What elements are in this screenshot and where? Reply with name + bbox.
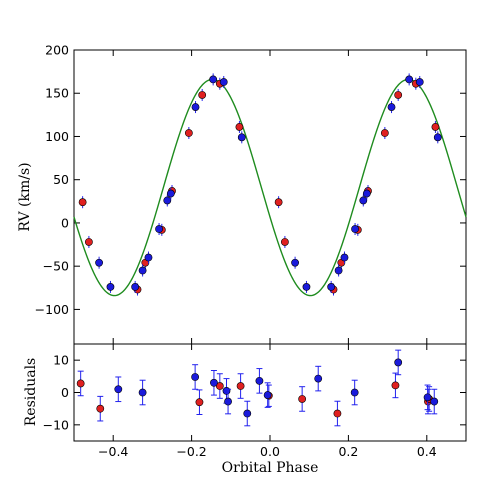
rv-point-blue [433, 133, 442, 142]
rv-point-blue [191, 103, 200, 111]
residual-point-blue [191, 373, 200, 381]
rv-point-blue [362, 189, 371, 198]
residuals-x-tick-label: 0.4 [417, 444, 437, 459]
residuals-y-tick-label: 0 [61, 385, 69, 400]
residual-point-blue [224, 397, 232, 406]
residual-point-blue [314, 374, 323, 383]
rv-point-blue [95, 258, 103, 267]
residuals-x-tick-label: 0.0 [260, 444, 280, 459]
residual-point-blue [263, 391, 272, 399]
residual-point-red [333, 409, 342, 418]
rv-point-red [274, 198, 283, 207]
residual-point-blue [423, 393, 432, 402]
rv-point-blue [166, 189, 175, 198]
x-axis-label: Orbital Phase [222, 460, 319, 476]
rv-point-red [235, 123, 244, 131]
residual-point-blue [114, 385, 123, 394]
rv-point-red [198, 91, 207, 99]
residuals-y-tick-label: −10 [43, 417, 69, 432]
residual-point-blue [138, 388, 147, 397]
residual-point-blue [350, 388, 359, 397]
rv-y-tick-label: 200 [45, 43, 69, 58]
rv-point-red [394, 91, 403, 99]
rv-point-blue [359, 196, 368, 205]
rv-point-red [78, 198, 87, 207]
rv-y-tick-label: 150 [45, 86, 69, 101]
rv-y-tick-label: −50 [43, 259, 69, 274]
rv-point-blue [302, 283, 311, 291]
residual-point-red [215, 382, 224, 390]
residual-point-red [76, 379, 85, 388]
rv-point-blue [291, 258, 299, 267]
residuals-x-tick-label: −0.2 [176, 444, 206, 459]
residual-point-red [96, 404, 105, 413]
rv-panel: −100 −50 0 50 100 150 200 RV (km/s) [17, 43, 467, 345]
rv-point-blue [405, 75, 414, 84]
rv-y-axis-label: RV (km/s) [17, 162, 33, 231]
rv-point-red [431, 123, 440, 131]
residual-point-red [195, 398, 204, 407]
residuals-x-tick-label: 0.2 [338, 444, 358, 459]
rv-point-blue [209, 75, 218, 84]
rv-y-tick-label: 50 [53, 172, 69, 187]
rv-y-tick-label: 0 [61, 215, 69, 230]
rv-point-red [280, 238, 289, 246]
rv-point-blue [351, 225, 359, 233]
residual-point-blue [210, 378, 218, 387]
residual-point-blue [394, 358, 403, 367]
rv-point-blue [387, 103, 396, 111]
rv-point-blue [340, 253, 349, 262]
residuals-y-tick-label: 10 [53, 353, 69, 368]
rv-point-blue [327, 283, 336, 291]
rv-point-red [380, 129, 389, 137]
rv-point-red [184, 129, 193, 137]
residual-point-blue [222, 386, 231, 395]
rv-point-blue [138, 266, 147, 275]
rv-point-blue [163, 196, 172, 205]
rv-y-tick-label: 100 [45, 129, 69, 144]
residuals-x-tick-label: −0.4 [98, 444, 128, 459]
rv-point-blue [131, 283, 140, 291]
rv-point-red [84, 238, 93, 246]
residual-point-red [298, 395, 307, 403]
rv-point-blue [155, 225, 163, 233]
rv-point-blue [237, 133, 246, 142]
rv-point-blue [219, 78, 228, 86]
rv-y-tick-label: −100 [35, 302, 69, 317]
orbit-model-curve [73, 78, 467, 297]
residual-point-blue [430, 397, 439, 406]
residuals-panel: −10 0 10 −0.4 −0.2 0.0 0.2 0.4 Residuals Orbit… [23, 343, 467, 476]
residual-point-red [236, 382, 245, 390]
rv-plot-frame [73, 49, 467, 345]
residual-point-blue [243, 409, 252, 418]
rv-point-blue [144, 253, 153, 262]
residuals-y-axis-label: Residuals [23, 358, 39, 426]
rv-point-blue [334, 266, 343, 275]
rv-point-blue [106, 283, 115, 291]
rv-point-blue [415, 78, 424, 86]
residual-point-red [391, 381, 400, 390]
residual-point-blue [255, 376, 264, 385]
